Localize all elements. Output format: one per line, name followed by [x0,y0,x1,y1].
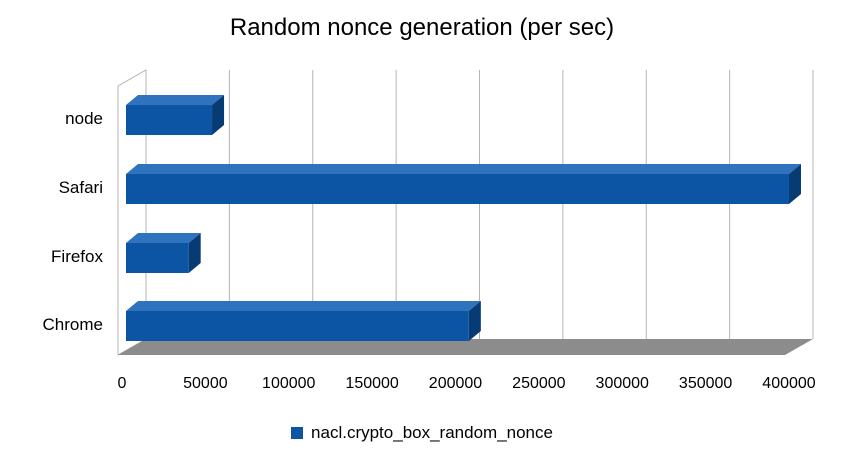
x-tick-label: 100000 [262,375,315,392]
bars [126,95,801,341]
x-tick-label: 200000 [429,375,482,392]
bar-firefox [126,233,201,273]
legend: nacl.crypto_box_random_nonce [0,423,844,443]
bar-side-face [468,301,481,341]
chart-floor [118,339,813,355]
x-tick-label: 350000 [679,375,732,392]
bar [126,174,789,204]
bar [126,311,469,341]
y-category-label: Safari [59,178,103,197]
y-category-label: Firefox [51,247,103,266]
y-axis-labels: node Safari Firefox Chrome [43,109,104,334]
bar-top-face [126,233,201,243]
x-tick-label: 250000 [512,375,565,392]
bar-top-face [126,301,481,311]
bar-node [126,95,225,135]
legend-swatch [291,427,304,439]
bar-side-face [212,95,225,135]
floor-slab [118,339,813,355]
x-tick-label: 50000 [183,375,228,392]
x-axis-labels: 0 50000 100000 150000 200000 250000 300000 3500… [118,375,816,392]
bar [126,105,213,135]
bar-side-face [789,164,801,204]
x-tick-label: 150000 [345,375,398,392]
bar-chrome [126,301,481,341]
y-category-label: node [65,109,103,128]
chart-title: Random nonce generation (per sec) [229,14,615,41]
x-tick-label: 0 [118,375,127,392]
x-tick-label: 300000 [596,375,649,392]
legend-label: nacl.crypto_box_random_nonce [311,423,553,442]
bar-side-face [188,233,201,273]
bar-top-face [126,95,225,105]
bar-safari [126,164,801,204]
x-tick-label: 400000 [762,375,815,392]
gridlines [145,70,814,339]
bar-top-face [126,164,801,174]
bar [126,243,189,273]
y-category-label: Chrome [43,315,103,334]
